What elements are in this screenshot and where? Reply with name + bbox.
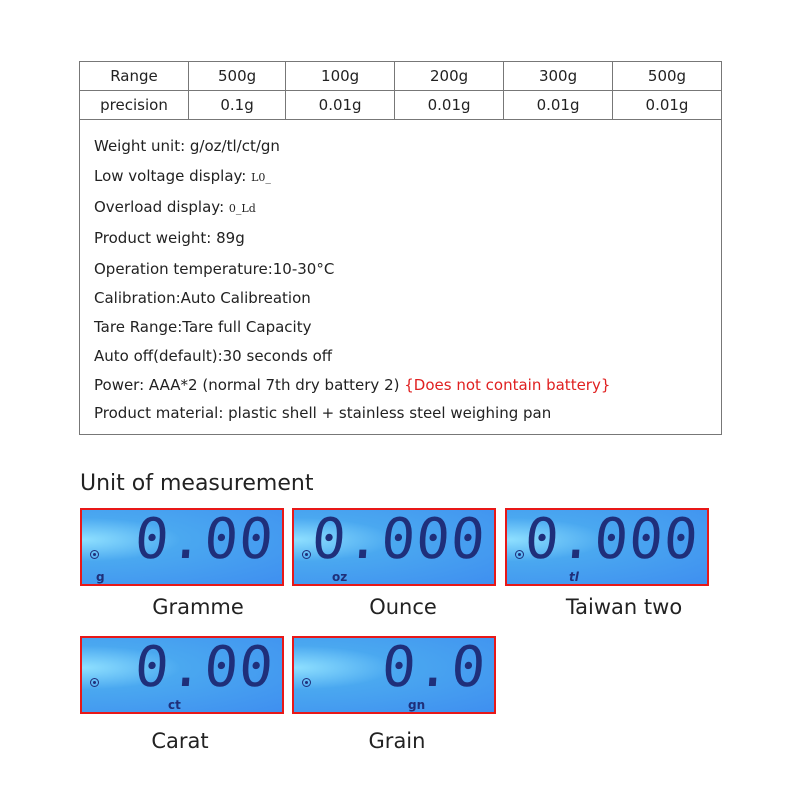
stable-icon [90,550,99,559]
range-row: Range 500g 100g 200g 300g 500g [79,61,722,91]
unit: gn [408,698,426,712]
caption: Taiwan two [565,595,683,619]
temperature: Operation temperature:10-30°C [94,260,335,278]
low-voltage: Low voltage display: L0_ [94,166,271,188]
stable-icon [302,678,311,687]
lcd-gram: 0.00 g [80,508,284,586]
spec-table: Range 500g 100g 200g 300g 500g precision… [79,61,722,120]
weight-unit: Weight unit: g/oz/tl/ct/gn [94,137,280,155]
lcd-taiwan: 0.000 tl [505,508,709,586]
auto-off: Auto off(default):30 seconds off [94,347,333,365]
caption: Gramme [152,595,244,619]
caption: Ounce [369,595,437,619]
lcd-grain: 0.0 gn [292,636,496,714]
cell: 500g [612,61,722,91]
power: Power: AAA*2 (normal 7th dry battery 2) … [94,375,610,395]
stable-icon [302,550,311,559]
cell: 0.01g [503,90,613,120]
cell: 300g [503,61,613,91]
reading: 0.00 [132,508,277,572]
value: 0_Ld [228,202,256,215]
label: Overload display: [94,198,229,216]
cell: 200g [394,61,505,91]
lcd-ounce: 0.000 oz [292,508,496,586]
calibration: Calibration:Auto Calibreation [94,289,311,307]
unit: oz [332,570,348,584]
cell: 0.01g [394,90,505,120]
product-weight: Product weight: 89g [94,229,245,247]
tare: Tare Range:Tare full Capacity [94,318,312,336]
unit: g [96,570,105,584]
cell: Range [79,61,189,91]
material: Product material: plastic shell + stainl… [94,404,552,422]
cell: 0.1g [187,90,287,120]
overload: Overload display: 0_Ld [94,197,256,219]
cell: 0.01g [285,90,396,120]
unit: ct [168,698,181,712]
reading: 0.000 [523,508,702,572]
reading: 0.00 [132,636,277,700]
stable-icon [515,550,524,559]
label: Power: AAA*2 (normal 7th dry battery 2) [94,376,405,394]
precision-row: precision 0.1g 0.01g 0.01g 0.01g 0.01g [79,90,722,120]
battery-note: {Does not contain battery} [404,376,611,394]
value: L0_ [251,171,271,184]
lcd-carat: 0.00 ct [80,636,284,714]
reading: 0.0 [379,636,489,700]
spec-list: Weight unit: g/oz/tl/ct/gn Low voltage d… [79,120,722,435]
cell: 100g [285,61,396,91]
section-title: Unit of measurement [80,471,314,496]
caption: Grain [368,729,426,753]
caption: Carat [151,729,209,753]
unit: tl [569,570,579,584]
label: Low voltage display: [94,167,252,185]
reading: 0.000 [310,508,489,572]
cell: 0.01g [612,90,722,120]
cell: precision [79,90,189,120]
cell: 500g [187,61,287,91]
stable-icon [90,678,99,687]
